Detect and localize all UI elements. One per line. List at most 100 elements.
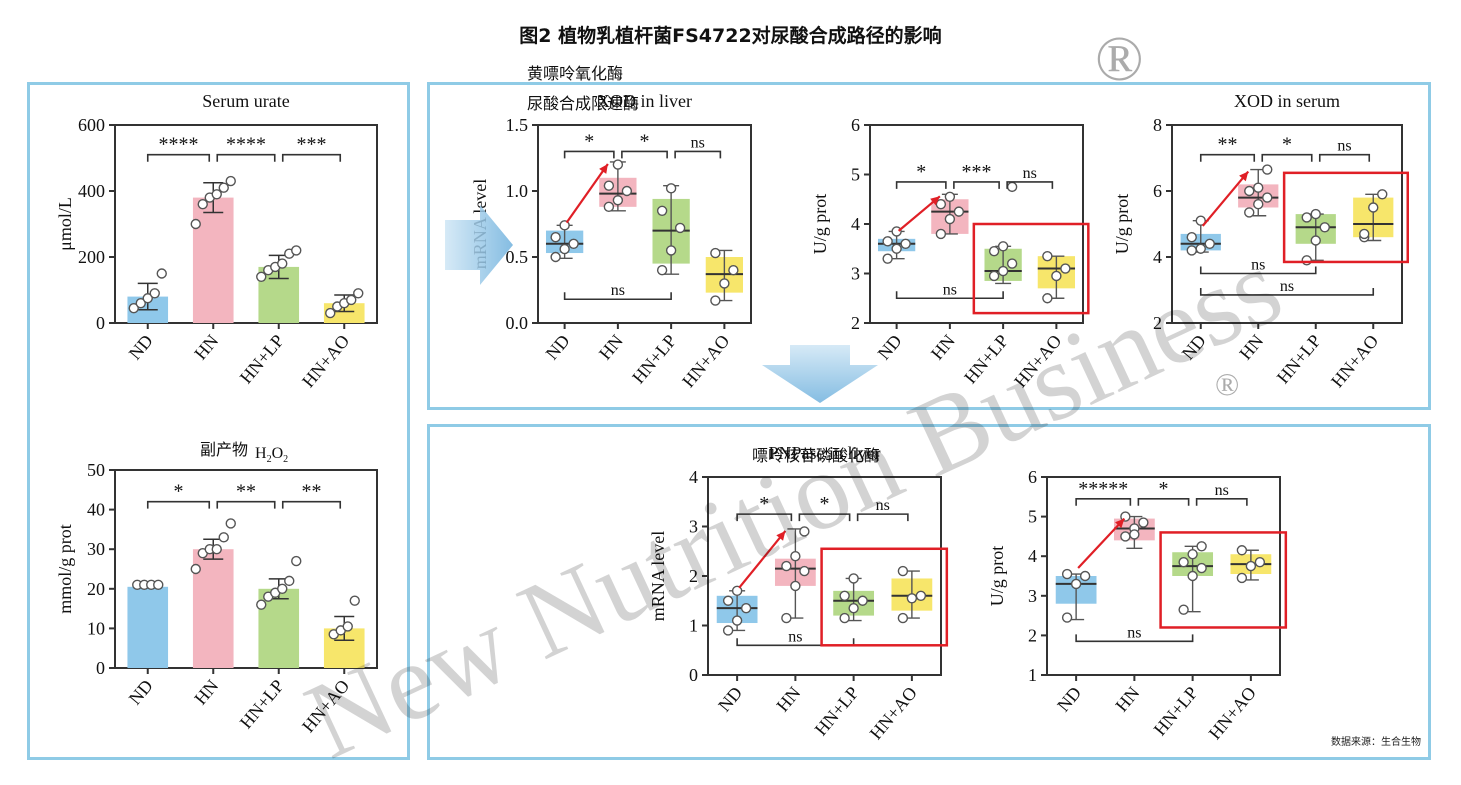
data-point xyxy=(550,231,561,243)
data-point xyxy=(559,220,570,231)
data-point xyxy=(1301,212,1312,223)
significance-bracket xyxy=(1195,497,1248,506)
chart-title: XOD in liver xyxy=(597,91,692,111)
plot-frame xyxy=(1046,476,1281,676)
x-tick-label-hn-ao: HN+AO xyxy=(298,331,353,391)
data-point xyxy=(1262,192,1273,203)
ns-label: ns xyxy=(1127,624,1141,641)
significance-label: ***** xyxy=(1078,478,1128,500)
data-point xyxy=(728,264,739,276)
significance-bracket xyxy=(953,181,1000,189)
data-point xyxy=(988,270,1000,282)
data-point xyxy=(900,238,911,250)
plot-frame xyxy=(114,124,378,324)
data-point xyxy=(612,195,624,206)
bar xyxy=(127,586,169,668)
data-point xyxy=(665,245,677,256)
y-tick-label: 30 xyxy=(87,539,105,559)
data-point xyxy=(722,625,734,636)
x-tick-label-nd: ND xyxy=(1053,683,1085,716)
data-point xyxy=(790,580,801,592)
significance-label: *** xyxy=(297,134,327,156)
y-tick-label: 3 xyxy=(851,264,860,284)
increase-arrow-head xyxy=(599,163,608,174)
data-point xyxy=(1187,570,1198,582)
data-point xyxy=(1060,263,1071,274)
data-point xyxy=(353,288,364,299)
data-point xyxy=(568,238,579,250)
data-point xyxy=(1244,207,1255,218)
data-point xyxy=(799,526,810,537)
x-tick-label-nd: ND xyxy=(125,676,157,709)
y-tick-label: 2 xyxy=(851,313,860,333)
data-point xyxy=(225,518,236,529)
data-point xyxy=(1186,231,1197,243)
y-tick-label: 0.0 xyxy=(506,313,529,333)
data-point xyxy=(1006,258,1018,269)
x-tick-label-hn: HN xyxy=(190,331,222,364)
y-tick-label: 0.5 xyxy=(506,247,529,267)
y-tick-label: 5 xyxy=(1028,507,1037,527)
significance-label: * xyxy=(820,493,830,515)
data-point xyxy=(218,532,229,543)
significance-label: * xyxy=(1282,134,1292,156)
x-tick-label-hn-lp: HN+LP xyxy=(960,331,1012,388)
data-point xyxy=(944,213,956,225)
figure-title: 图2 植物乳植杆菌FS4722对尿酸合成路径的影响 xyxy=(519,25,942,47)
ns-label: ns xyxy=(943,281,957,298)
ns-bracket xyxy=(736,638,855,647)
significance-bracket xyxy=(856,513,909,522)
y-axis-label: mmol/g prot xyxy=(55,524,75,614)
increase-arrow xyxy=(738,530,787,589)
increase-arrow-head xyxy=(776,530,786,541)
y-axis-label: U/g prot xyxy=(987,546,1007,607)
data-point xyxy=(1253,198,1264,210)
data-point xyxy=(781,612,792,624)
data-point xyxy=(153,579,164,591)
data-point xyxy=(1253,182,1264,193)
ns-bracket xyxy=(1075,634,1194,643)
x-tick-label-nd: ND xyxy=(714,683,746,716)
data-point xyxy=(906,593,918,604)
significance-bracket xyxy=(674,150,722,159)
data-point xyxy=(1178,556,1189,568)
data-point xyxy=(1254,556,1266,568)
data-point xyxy=(897,565,909,577)
pnpase-panel-frame xyxy=(427,424,1431,760)
significance-bracket xyxy=(1199,153,1256,162)
xod-cn-heading: 黄嘌呤氧化酶 xyxy=(527,64,624,83)
x-tick-label-hn-lp: HN+LP xyxy=(236,676,288,733)
significance-bracket xyxy=(216,500,276,509)
data-point xyxy=(1079,570,1091,582)
pnpase-mrna-chart: PNPase in liver 0 1 2 3 4 mRNA level ND HN HN+LP H… xyxy=(648,443,949,743)
pnpase-cn-heading: 嘌呤核苷磷酸化酶 xyxy=(752,446,881,465)
y-tick-label: 2 xyxy=(689,566,698,586)
y-tick-label: 4 xyxy=(1153,247,1162,267)
data-point xyxy=(603,180,615,191)
bar xyxy=(192,197,234,323)
data-point xyxy=(149,288,160,299)
chart-title: PNPase in liver xyxy=(769,443,881,463)
data-point xyxy=(1138,517,1149,528)
data-point xyxy=(1359,228,1370,240)
data-point xyxy=(988,246,1000,257)
data-point xyxy=(156,268,167,279)
data-point xyxy=(277,583,288,595)
y-axis-label: U/g prot xyxy=(1112,194,1132,255)
left-panel-frame xyxy=(27,82,410,760)
data-source-note: 数据来源：生合生物 xyxy=(1331,737,1421,748)
data-point xyxy=(1042,293,1053,304)
data-point xyxy=(656,205,668,217)
y-axis-label: mRNA level xyxy=(648,531,668,622)
x-tick-label-nd: ND xyxy=(125,331,157,364)
x-tick-label-hn-lp: HN+LP xyxy=(811,683,863,740)
data-point xyxy=(674,222,686,234)
y-tick-label: 3 xyxy=(689,517,698,537)
data-point xyxy=(731,585,743,597)
data-point xyxy=(346,294,357,306)
serum-urate-chart: Serum urate 0 200 400 600 μmol/L ND HN HN+LP HN+A… xyxy=(55,91,378,391)
x-tick-label-hn: HN xyxy=(1111,683,1143,716)
data-point xyxy=(291,245,302,256)
ns-label: ns xyxy=(1251,257,1265,274)
